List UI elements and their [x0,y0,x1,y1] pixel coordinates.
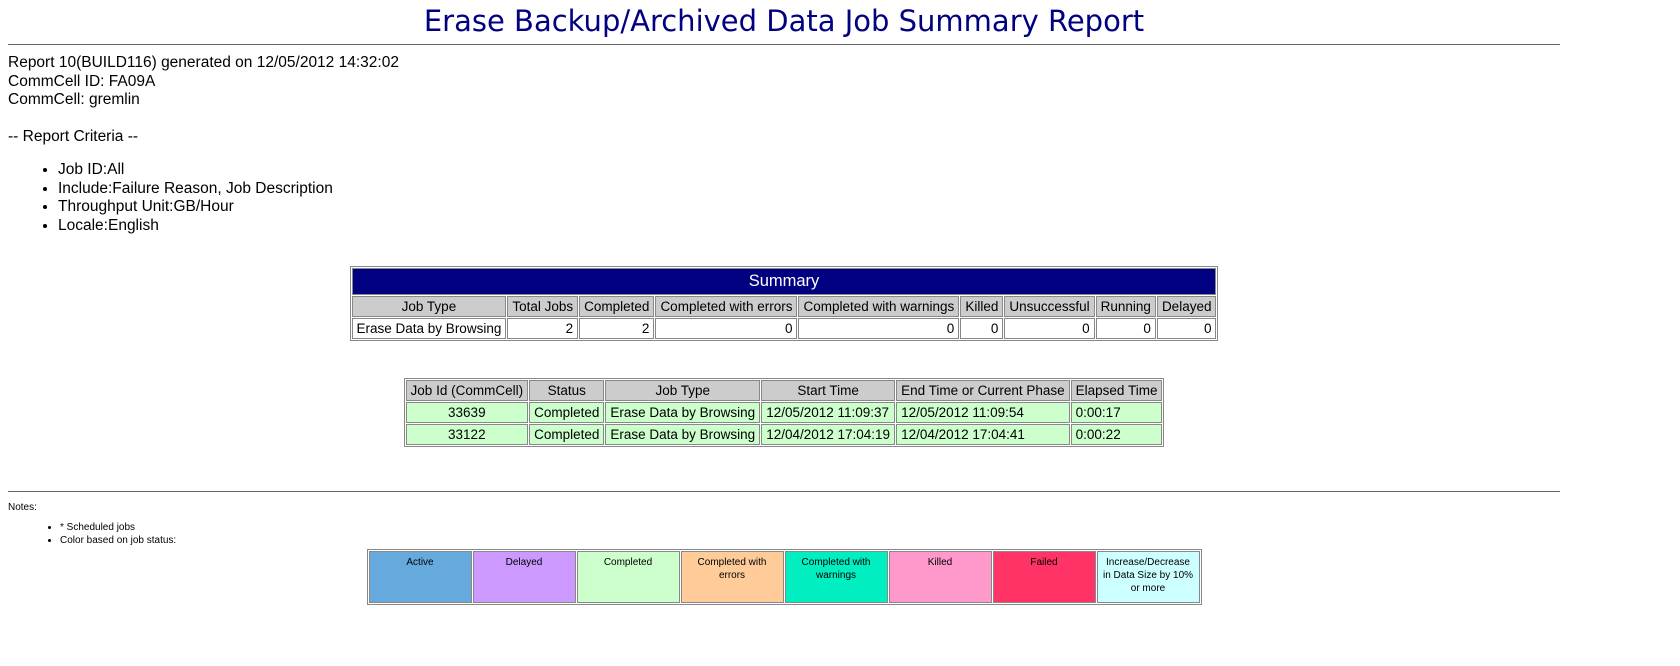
criteria-item: Throughput Unit:GB/Hour [58,198,1560,217]
legend-cell: Failed [992,550,1096,603]
header-row: Job Type Total Jobs Completed Completed wit… [351,295,1217,317]
criteria-list: Job ID:AllInclude:Failure Reason, Job De… [8,161,1560,236]
report: Erase Backup/Archived Data Job Summary R… [8,0,1560,605]
cell: 0 [1095,317,1156,339]
notes-list: * Scheduled jobsColor based on job statu… [8,521,1560,547]
cell: 33639 [405,401,529,423]
info-line: Report 10(BUILD116) generated on 12/05/2… [8,54,399,71]
cell: Erase Data by Browsing [351,317,507,339]
report-info: Report 10(BUILD116) generated on 12/05/2… [8,54,1560,110]
legend-cell: Completed with errors [680,550,784,603]
cell: 12/05/2012 11:09:37 [761,401,896,423]
cell: 0 [1156,317,1217,339]
legend-cell: Delayed [472,550,576,603]
criteria-item: Job ID:All [58,161,1560,180]
criteria-item: Include:Failure Reason, Job Description [58,180,1560,199]
column-header: Status [529,379,605,401]
column-header: Total Jobs [507,295,579,317]
cell: Completed [529,423,605,445]
column-header: Completed with warnings [798,295,960,317]
job-row: 33639 Completed Erase Data by Browsing 12/0… [405,401,1163,423]
column-header: Delayed [1156,295,1217,317]
column-header: Completed with errors [655,295,798,317]
cell: 12/04/2012 17:04:41 [896,423,1070,445]
cell: 12/04/2012 17:04:19 [761,423,896,445]
status-legend: Active Delayed Completed Completed with err… [366,548,1202,605]
cell: Erase Data by Browsing [605,423,761,445]
header-row: Job Id (CommCell) Status Job Type Start Tim… [405,379,1163,401]
legend-cell: Completed with warnings [784,550,888,603]
cell: 0:00:22 [1070,423,1163,445]
summary-row: Erase Data by Browsing 2 2 0 0 0 0 0 0 [351,317,1217,339]
cell: 0:00:17 [1070,401,1163,423]
cell: 12/05/2012 11:09:54 [896,401,1070,423]
legend-cell: Completed [576,550,680,603]
column-header: Job Type [605,379,761,401]
summary-title: Summary [351,267,1217,295]
column-header: Completed [579,295,655,317]
column-header: Elapsed Time [1070,379,1163,401]
note-item: Color based on job status: [60,534,1560,547]
cell: 0 [798,317,960,339]
legend-cell: Increase/Decrease in Data Size by 10% or… [1096,550,1200,603]
cell: 33122 [405,423,529,445]
info-line: CommCell: gremlin [8,91,140,109]
cell: Completed [529,401,605,423]
divider [8,490,1560,492]
column-header: Running [1095,295,1156,317]
column-header: Job Type [351,295,507,317]
column-header: Start Time [761,379,896,401]
note-item: * Scheduled jobs [60,521,1560,534]
title-row: Summary [351,267,1217,295]
column-header: Unsuccessful [1004,295,1095,317]
divider [8,44,1560,45]
column-header: Job Id (CommCell) [405,379,529,401]
info-line: CommCell ID: FA09A [8,72,156,90]
criteria-item: Locale:English [58,217,1560,236]
criteria-heading: -- Report Criteria -- [8,128,139,146]
cell: 2 [579,317,655,339]
cell: 0 [1004,317,1095,339]
column-header: Killed [960,295,1004,317]
job-row: 33122 Completed Erase Data by Browsing 12/0… [405,423,1163,445]
legend-cell: Killed [888,550,992,603]
summary-table: Summary Job Type Total Jobs Completed Comple… [349,265,1219,341]
cell: 0 [655,317,798,339]
legend-cell: Active [368,550,472,603]
cell: Erase Data by Browsing [605,401,761,423]
notes-heading: Notes: [8,501,37,513]
column-header: End Time or Current Phase [896,379,1070,401]
cell: 0 [960,317,1004,339]
jobs-table: Job Id (CommCell) Status Job Type Start Tim… [403,377,1165,447]
cell: 2 [507,317,579,339]
report-title: Erase Backup/Archived Data Job Summary R… [423,4,1145,38]
legend-row: Active Delayed Completed Completed with err… [368,550,1200,603]
